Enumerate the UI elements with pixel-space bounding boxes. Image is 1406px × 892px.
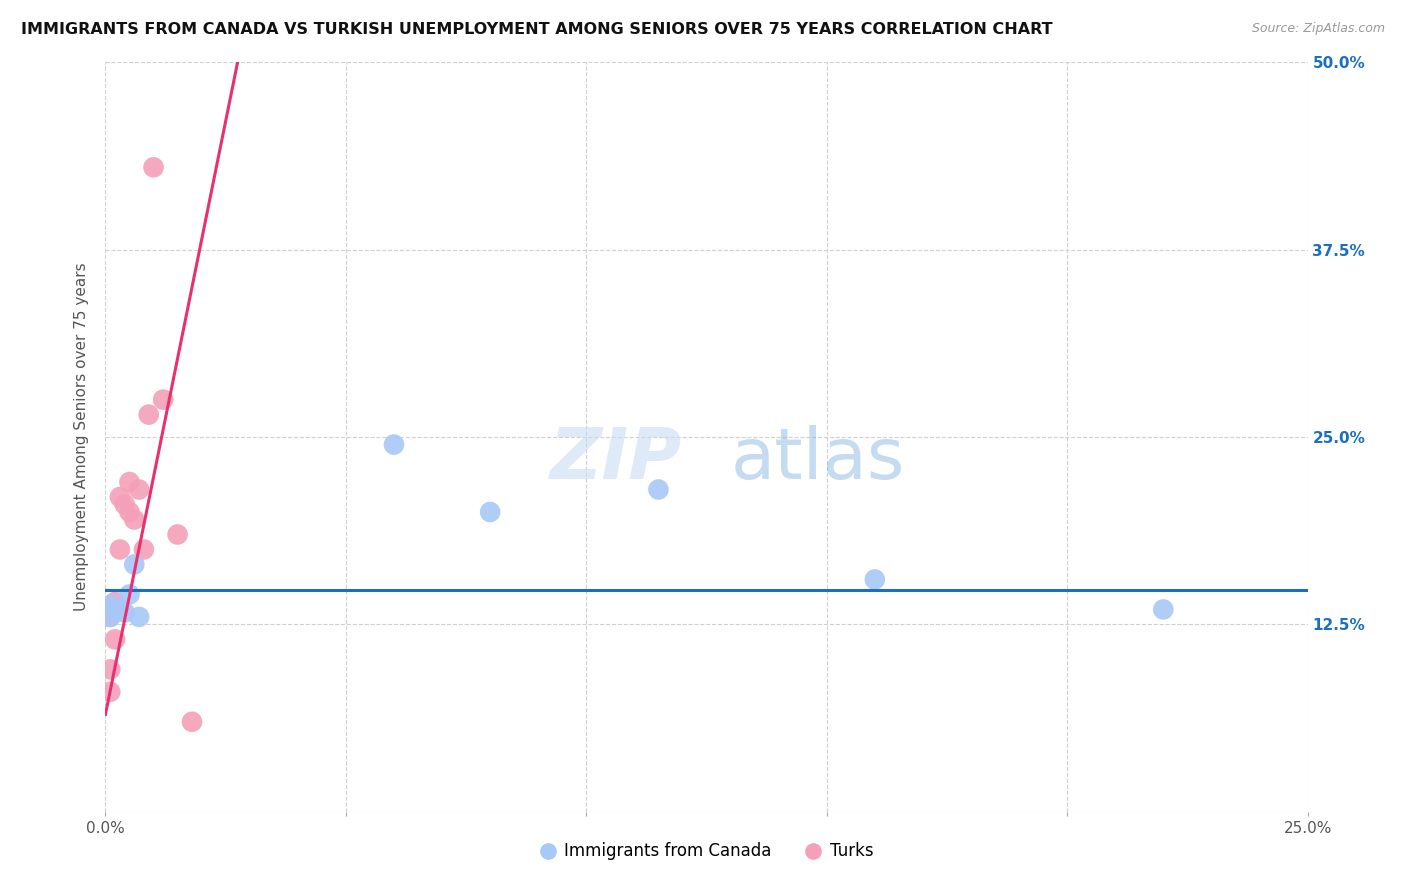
Text: ZIP: ZIP [550, 425, 682, 494]
Point [98, 685, 121, 699]
Point [98, 598, 121, 612]
Point [98, 610, 121, 624]
Point [114, 606, 136, 620]
Text: Source: ZipAtlas.com: Source: ZipAtlas.com [1251, 22, 1385, 36]
Point [181, 714, 204, 729]
Point [114, 498, 136, 512]
Y-axis label: Unemployment Among Seniors over 75 years: Unemployment Among Seniors over 75 years [75, 263, 90, 611]
Point [98, 662, 121, 676]
Point [98, 602, 121, 616]
Point [108, 602, 131, 616]
Point [108, 490, 131, 504]
Point [152, 392, 174, 407]
Point [124, 558, 146, 572]
Text: IMMIGRANTS FROM CANADA VS TURKISH UNEMPLOYMENT AMONG SENIORS OVER 75 YEARS CORRE: IMMIGRANTS FROM CANADA VS TURKISH UNEMPL… [21, 22, 1053, 37]
Point [104, 595, 127, 609]
Text: atlas: atlas [731, 425, 905, 494]
Point [1152, 602, 1174, 616]
Point [166, 527, 188, 541]
Point [104, 632, 127, 647]
Point [647, 483, 669, 497]
Point [479, 505, 502, 519]
Point [124, 512, 146, 526]
Point [863, 573, 886, 587]
Point [142, 161, 165, 175]
Point [118, 587, 141, 601]
Point [108, 542, 131, 557]
Point [118, 505, 141, 519]
Point [128, 483, 150, 497]
Point [128, 610, 150, 624]
Legend: Immigrants from Canada, Turks: Immigrants from Canada, Turks [533, 836, 880, 867]
Point [382, 437, 405, 451]
Point [98, 610, 121, 624]
Point [138, 408, 160, 422]
Point [104, 606, 127, 620]
Point [132, 542, 155, 557]
Point [118, 475, 141, 489]
